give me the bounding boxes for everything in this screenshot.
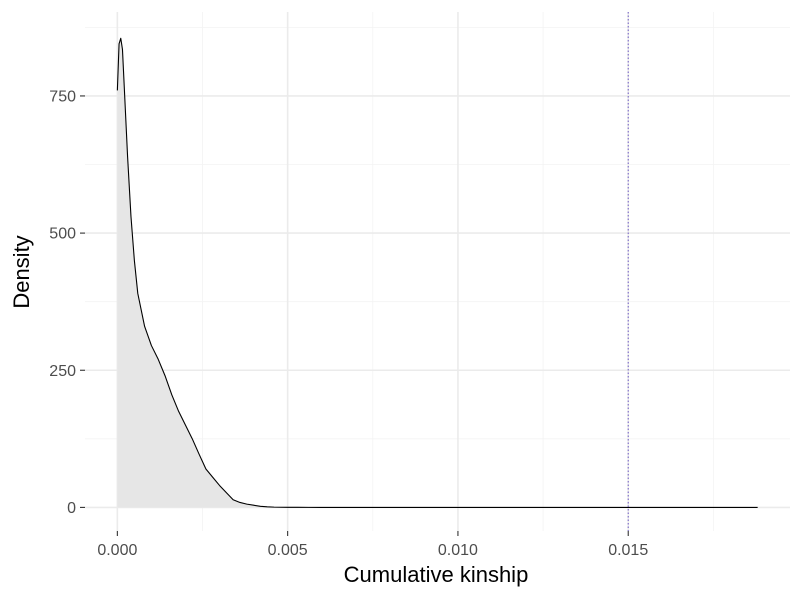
y-tick-label: 250: [49, 363, 76, 380]
x-tick-label: 0.005: [268, 542, 308, 559]
x-tick-label: 0.000: [97, 542, 137, 559]
y-tick-label: 0: [67, 500, 76, 517]
density-curve: [116, 37, 758, 508]
density-area-fill: [117, 38, 758, 508]
x-tick-label: 0.015: [608, 542, 648, 559]
x-tick-label: 0.010: [438, 542, 478, 559]
y-axis-title: Density: [9, 235, 34, 308]
area-layer: [116, 37, 758, 508]
x-axis-title: Cumulative kinship: [344, 562, 529, 587]
y-tick-label: 750: [49, 88, 76, 105]
y-tick-label: 500: [49, 226, 76, 243]
grid-layer: [85, 12, 790, 531]
axis-layer: 0.000 0.005 0.010 0.015 0 250 500 750: [49, 88, 648, 559]
